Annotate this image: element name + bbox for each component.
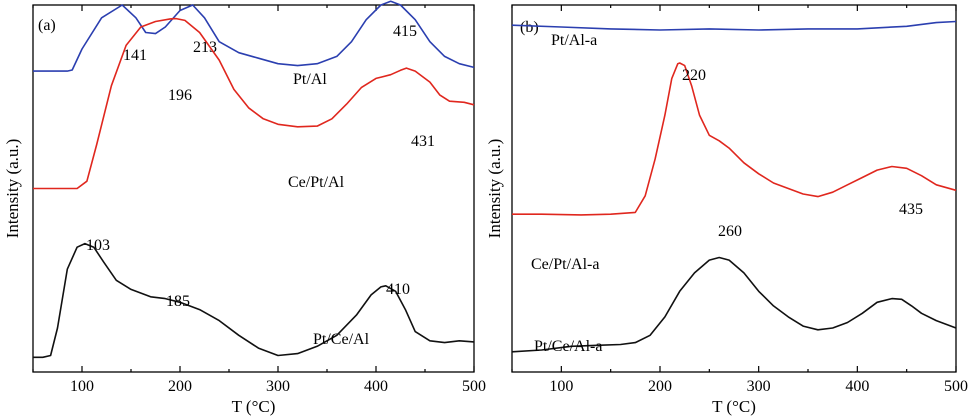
x-tick-label: 500	[944, 378, 968, 395]
series-line-pt-ce-al	[33, 242, 475, 359]
panel-b-x-ticks: 100 200 300 400 500	[511, 5, 968, 395]
series-name-label: Pt/Al-a	[551, 32, 597, 49]
x-tick-label: 500	[462, 378, 486, 395]
peak-label: 431	[411, 133, 435, 150]
peak-label: 103	[86, 237, 110, 254]
peak-label: 220	[682, 67, 706, 84]
x-tick-label: 200	[648, 378, 672, 395]
peak-label: 196	[168, 87, 192, 104]
series-line-pt-ce-al-a	[511, 256, 957, 353]
peak-label: 410	[386, 281, 410, 298]
panel-b-series: Pt/Al-a Ce/Pt/Al-a 220 435 Pt/Ce/Al-a 260	[511, 20, 957, 355]
series-name-label: Pt/Ce/Al	[313, 331, 370, 348]
panel-b-label: (b)	[520, 19, 539, 36]
series-name-label: Pt/Ce/Al-a	[534, 338, 602, 355]
peak-label: 141	[123, 47, 147, 64]
peak-label: 260	[718, 223, 742, 240]
x-tick-label: 100	[70, 378, 94, 395]
x-tick-label: 300	[266, 378, 290, 395]
x-tick-label: 400	[845, 378, 869, 395]
series-line-pt-al	[33, 0, 475, 72]
series-name-label: Ce/Pt/Al-a	[531, 256, 599, 273]
peak-label: 435	[899, 201, 923, 218]
panel-a-x-axis-label: T (°C)	[232, 397, 276, 416]
panel-a-label: (a)	[38, 17, 56, 34]
peak-label: 415	[393, 23, 417, 40]
panel-a-x-ticks: 100 200 300 400 500	[32, 5, 486, 395]
series-name-label: Pt/Al	[293, 71, 327, 88]
panel-b: (b) T (°C) Intensity (a.u.) 100 200 300 400…	[485, 4, 968, 416]
x-tick-label: 300	[747, 378, 771, 395]
series-name-label: Ce/Pt/Al	[288, 174, 345, 191]
x-tick-label: 200	[168, 378, 192, 395]
x-tick-label: 400	[364, 378, 388, 395]
panel-b-x-axis-label: T (°C)	[712, 397, 756, 416]
series-line-pt-al-a	[511, 20, 957, 31]
panel-a: (a) T (°C) Intensity (a.u.) 100 200 300 400…	[3, 0, 486, 416]
series-line-ce-pt-al-a	[512, 62, 957, 216]
peak-label: 185	[166, 293, 190, 310]
x-tick-label: 100	[549, 378, 573, 395]
series-line-ce-pt-al	[33, 17, 475, 190]
panel-a-series: Pt/Al 141 213 415 Ce/Pt/Al 196 431 Pt/Ce/Al 103 1…	[33, 0, 475, 359]
panel-a-y-axis-label: Intensity (a.u.)	[3, 139, 22, 239]
peak-label: 213	[193, 39, 217, 56]
panel-b-y-axis-label: Intensity (a.u.)	[485, 139, 504, 239]
panel-b-plot-frame	[511, 4, 957, 373]
